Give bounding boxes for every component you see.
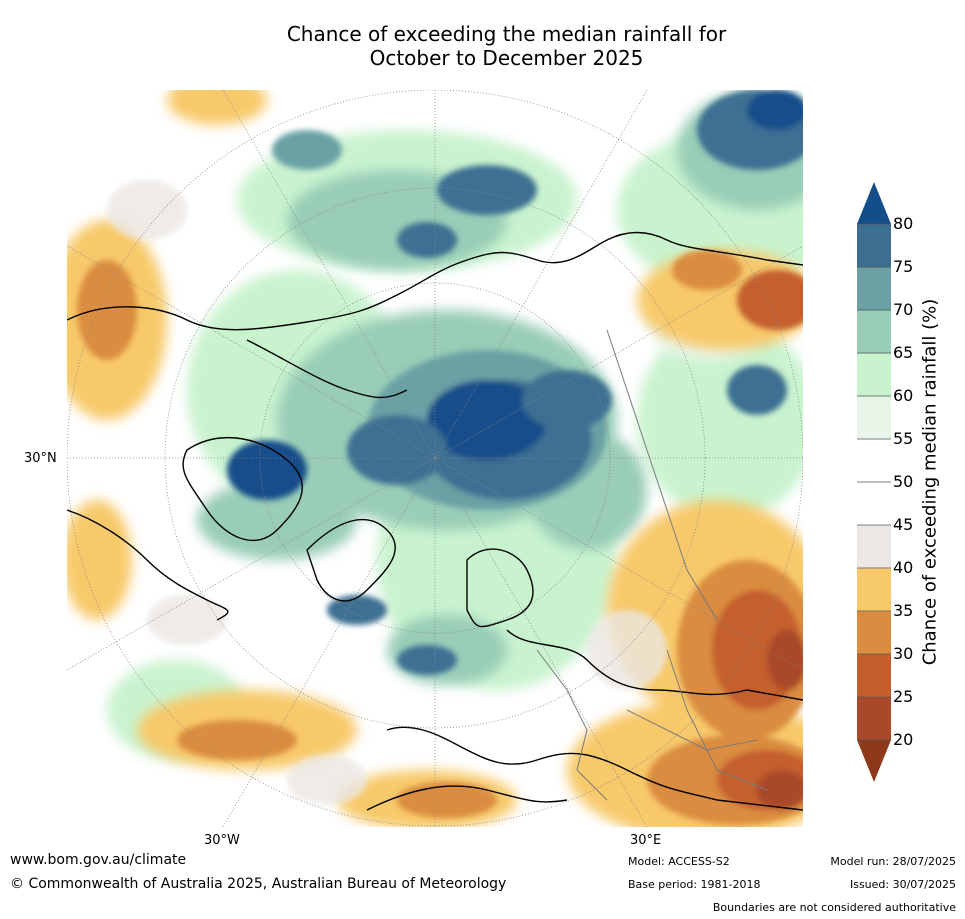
- colorbar-tick-label: 65: [893, 343, 914, 362]
- title-line-1: Chance of exceeding the median rainfall …: [286, 22, 727, 46]
- colorbar: [857, 182, 891, 782]
- colorbar-band-60-65: [857, 353, 891, 397]
- colorbar-tick-label: 60: [893, 386, 914, 405]
- colorbar-band-below-20: [857, 740, 891, 782]
- copyright-text: © Commonwealth of Australia 2025, Austra…: [10, 876, 507, 892]
- colorbar-tick-label: 20: [893, 730, 914, 749]
- colorbar-band-30-35: [857, 611, 891, 655]
- colorbar-tick-label: 45: [893, 515, 914, 534]
- colorbar-tick-label: 70: [893, 300, 914, 319]
- rainfall-probability-map: [67, 90, 803, 827]
- colorbar-tick-label: 40: [893, 558, 914, 577]
- colorbar-band-50-55: [857, 439, 891, 483]
- blue-regions: [227, 90, 803, 675]
- neutral-regions: [107, 180, 667, 805]
- colorbar-tick-label: 50: [893, 472, 914, 491]
- colorbar-tick-label: 35: [893, 601, 914, 620]
- model-run-text: Model run: 28/07/2025: [830, 855, 956, 868]
- coastlines: [67, 231, 803, 811]
- colorbar-band-above-80: [857, 182, 891, 224]
- colorbar-band-55-60: [857, 396, 891, 440]
- colorbar-band-35-40: [857, 568, 891, 612]
- lon-label-30e: 30°E: [630, 833, 662, 848]
- colorbar-band-40-45: [857, 525, 891, 569]
- colorbar-label: Chance of exceeding median rainfall (%): [919, 298, 941, 666]
- colorbar-tick-label: 75: [893, 257, 914, 276]
- title-line-2: October to December 2025: [369, 46, 644, 70]
- colorbar-tick-label: 25: [893, 687, 914, 706]
- colorbar-band-20-25: [857, 697, 891, 741]
- borders: [536, 329, 768, 801]
- base-period-text: Base period: 1981-2018: [628, 878, 761, 891]
- colorbar-band-75-80: [857, 224, 891, 268]
- colorbar-band-70-75: [857, 267, 891, 311]
- map-canvas: [67, 90, 803, 827]
- model-text: Model: ACCESS-S2: [628, 855, 730, 868]
- disclaimer-text: Boundaries are not considered authoritat…: [712, 901, 956, 914]
- colorbar-tick-label: 55: [893, 429, 914, 448]
- colorbar-tick-label: 30: [893, 644, 914, 663]
- colorbar-band-45-50: [857, 482, 891, 526]
- graticule: [67, 90, 803, 827]
- map-title: Chance of exceeding the median rainfall …: [0, 22, 965, 70]
- colorbar-band-25-30: [857, 654, 891, 698]
- lat-label-30n: 30°N: [24, 451, 57, 466]
- colorbar-band-65-70: [857, 310, 891, 354]
- website-link[interactable]: www.bom.gov.au/climate: [10, 852, 187, 868]
- lon-label-30w: 30°W: [204, 833, 240, 848]
- colorbar-tick-label: 80: [893, 214, 914, 233]
- issued-text: Issued: 30/07/2025: [849, 878, 956, 891]
